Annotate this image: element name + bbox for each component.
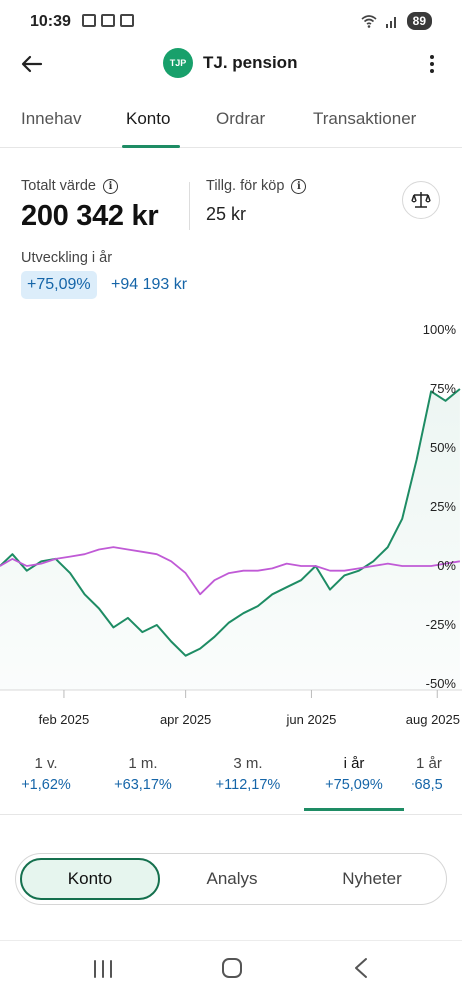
total-value-label: Totalt värde <box>21 178 96 194</box>
y-tick-label: 100% <box>422 322 456 337</box>
segment-analys[interactable]: Analys <box>206 869 258 888</box>
y-tick-label: 50% <box>429 440 456 455</box>
status-bar: 10:39 89 <box>0 0 462 44</box>
period-label: 1 år <box>416 755 442 772</box>
period-label: 1 m. <box>128 755 158 772</box>
x-tick-label: feb 2025 <box>38 712 90 727</box>
system-nav-bar <box>0 940 462 1000</box>
section-switcher: Konto Analys Nyheter <box>15 853 447 905</box>
total-value-label-row: Totalt värde i <box>21 178 451 194</box>
x-tick-label: apr 2025 <box>159 712 212 727</box>
y-tick-label: 25% <box>429 499 456 514</box>
notification-icon <box>82 14 96 27</box>
active-period-indicator <box>304 808 404 811</box>
y-tick-label: -50% <box>425 676 456 691</box>
period-value: +63,17% <box>114 777 172 793</box>
page-title: TJ. pension <box>203 53 298 72</box>
period-3-months[interactable]: 3 m. +112,17% <box>198 745 298 793</box>
home-icon[interactable] <box>221 957 243 979</box>
chart-svg[interactable] <box>0 318 462 738</box>
info-icon[interactable]: i <box>291 178 307 194</box>
more-vertical-icon <box>430 55 434 59</box>
info-icon[interactable]: i <box>102 178 118 194</box>
notification-icons <box>82 14 134 27</box>
tab-bar: Innehav Konto Ordrar Transaktioner <box>0 100 462 148</box>
performance-chart[interactable]: 100% 75% 50% 25% 0% -25% -50% feb 2025 apr 2025… <box>0 318 462 738</box>
x-tick-label: jun 2025 <box>286 712 337 727</box>
y-tick-label: 75% <box>429 381 456 396</box>
tab-konto[interactable]: Konto <box>126 109 171 128</box>
available-block: Tillg. för köp i 25 kr <box>206 178 307 224</box>
period-ytd[interactable]: i år +75,09% <box>304 745 404 793</box>
active-tab-indicator <box>122 145 180 148</box>
development-percent: +75,09% <box>21 271 97 299</box>
index-series-line <box>0 546 461 596</box>
wifi-icon <box>361 15 377 28</box>
news-icon <box>120 14 134 27</box>
period-1-month[interactable]: 1 m. +63,17% <box>93 745 193 793</box>
back-icon[interactable] <box>353 957 369 979</box>
period-value: +75,09% <box>325 777 383 793</box>
back-button[interactable] <box>18 50 46 78</box>
account-badge: TJP <box>163 48 193 78</box>
period-1-year[interactable]: 1 år +68,5 <box>412 745 462 793</box>
period-selector: 1 v. +1,62% 1 m. +63,17% 3 m. +112,17% i… <box>0 745 462 815</box>
period-1-week[interactable]: 1 v. +1,62% <box>0 745 96 793</box>
more-dot <box>430 62 434 66</box>
mail-icon <box>101 14 115 27</box>
account-summary: Totalt värde i 200 342 kr Tillg. för köp… <box>21 178 451 299</box>
period-value: +112,17% <box>215 777 281 793</box>
account-series-line <box>0 388 461 657</box>
y-tick-label: 0% <box>437 558 456 573</box>
status-time: 10:39 <box>30 13 71 30</box>
tab-ordrar[interactable]: Ordrar <box>216 109 266 128</box>
balance-scale-button[interactable] <box>402 181 440 219</box>
summary-divider <box>189 182 190 230</box>
status-right: 89 <box>361 12 432 30</box>
available-label-row: Tillg. för köp i <box>206 178 307 194</box>
period-label: 3 m. <box>233 755 263 772</box>
y-tick-label: -25% <box>425 617 456 632</box>
tab-transaktioner[interactable]: Transaktioner <box>313 109 417 128</box>
arrow-left-icon <box>21 55 43 73</box>
segment-konto[interactable]: Konto <box>20 858 160 900</box>
development-amount: +94 193 kr <box>111 276 188 293</box>
recents-icon[interactable] <box>92 959 114 979</box>
segment-nyheter[interactable]: Nyheter <box>342 869 402 888</box>
period-value: +68,5 <box>412 777 443 793</box>
app-bar: TJP TJ. pension <box>0 44 462 82</box>
balance-scale-icon <box>411 192 431 208</box>
tab-innehav[interactable]: Innehav <box>21 109 82 128</box>
account-title: TJP TJ. pension <box>163 48 297 78</box>
signal-icon <box>385 17 396 28</box>
more-menu-button[interactable] <box>420 50 444 78</box>
period-value: +1,62% <box>21 777 71 793</box>
battery-indicator: 89 <box>406 12 432 30</box>
available-value: 25 kr <box>206 204 247 224</box>
period-label: i år <box>343 755 365 772</box>
period-label: 1 v. <box>34 755 58 772</box>
more-dot <box>430 69 434 73</box>
development-label: Utveckling i år <box>21 250 113 266</box>
available-label: Tillg. för köp <box>206 178 285 194</box>
total-value: 200 342 kr <box>21 200 159 232</box>
x-tick-label: aug 2025 <box>405 712 460 727</box>
series-area <box>0 389 460 690</box>
